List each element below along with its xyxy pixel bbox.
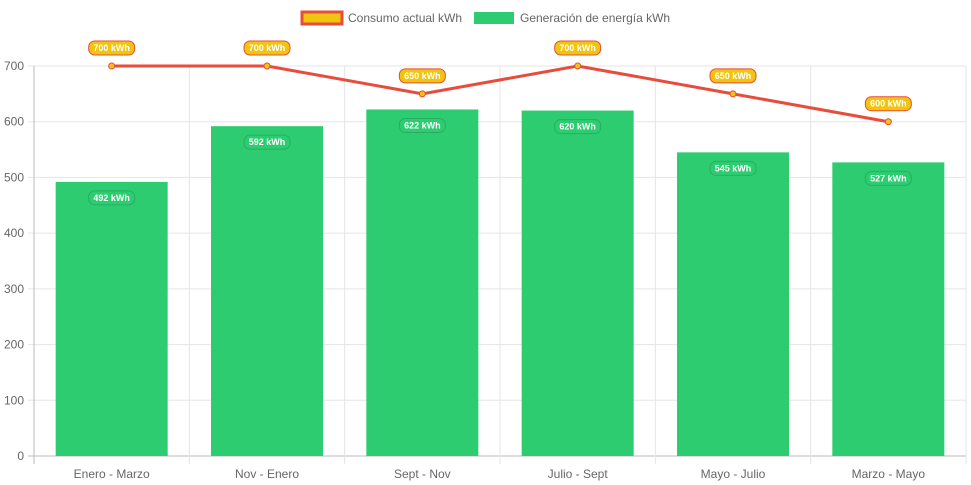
legend-swatch-consumo xyxy=(300,10,344,26)
data-label-bg xyxy=(554,119,602,135)
data-label: 592 kWh xyxy=(249,137,286,147)
data-label: 650 kWh xyxy=(404,71,441,81)
data-label: 600 kWh xyxy=(870,99,907,109)
bar xyxy=(677,152,789,456)
line-point xyxy=(884,118,892,126)
y-tick-label: 200 xyxy=(4,338,24,352)
x-tick-label: Nov - Enero xyxy=(235,467,299,481)
data-label: 622 kWh xyxy=(404,120,441,130)
x-tick-label: Marzo - Mayo xyxy=(852,467,926,481)
x-tick-label: Mayo - Julio xyxy=(701,467,766,481)
data-label: 700 kWh xyxy=(93,43,130,53)
bar xyxy=(211,126,323,457)
y-tick-label: 300 xyxy=(4,282,24,296)
y-tick-label: 600 xyxy=(4,115,24,129)
data-label-bg xyxy=(243,134,291,150)
y-tick-label: 500 xyxy=(4,170,24,184)
data-label-bg xyxy=(864,170,912,186)
data-label-bg xyxy=(398,117,446,133)
bar xyxy=(366,109,479,456)
data-label: 650 kWh xyxy=(715,71,752,81)
data-label: 700 kWh xyxy=(559,43,596,53)
data-label: 620 kWh xyxy=(559,122,596,132)
y-tick-label: 0 xyxy=(17,449,24,463)
data-label-bg xyxy=(88,190,136,206)
bar xyxy=(832,162,945,456)
x-tick-label: Enero - Marzo xyxy=(74,467,150,481)
data-label-bg xyxy=(709,160,757,176)
x-tick-label: Sept - Nov xyxy=(394,467,451,481)
data-label-bg xyxy=(243,40,291,56)
line-point xyxy=(729,90,737,98)
data-label: 545 kWh xyxy=(715,163,752,173)
line-point xyxy=(574,62,582,70)
line-point xyxy=(263,62,271,70)
x-tick-label: Julio - Sept xyxy=(548,467,609,481)
data-label-bg xyxy=(864,96,912,112)
legend-label-generacion: Generación de energía kWh xyxy=(520,11,670,25)
bar xyxy=(521,110,634,457)
line-series xyxy=(111,64,889,124)
y-tick-label: 700 xyxy=(4,59,24,73)
y-tick-label: 100 xyxy=(4,393,24,407)
data-label-bg xyxy=(554,40,602,56)
data-label: 700 kWh xyxy=(249,43,286,53)
legend-label-consumo: Consumo actual kWh xyxy=(348,11,462,25)
data-label-bg xyxy=(709,68,757,84)
line-point xyxy=(418,90,426,98)
data-label: 492 kWh xyxy=(93,193,130,203)
legend-swatch-generacion xyxy=(474,12,514,24)
data-label: 527 kWh xyxy=(870,173,907,183)
y-tick-label: 400 xyxy=(4,226,24,240)
data-label-bg xyxy=(398,68,446,84)
bar xyxy=(55,181,168,456)
data-label-bg xyxy=(88,40,136,56)
line-point xyxy=(108,62,116,70)
